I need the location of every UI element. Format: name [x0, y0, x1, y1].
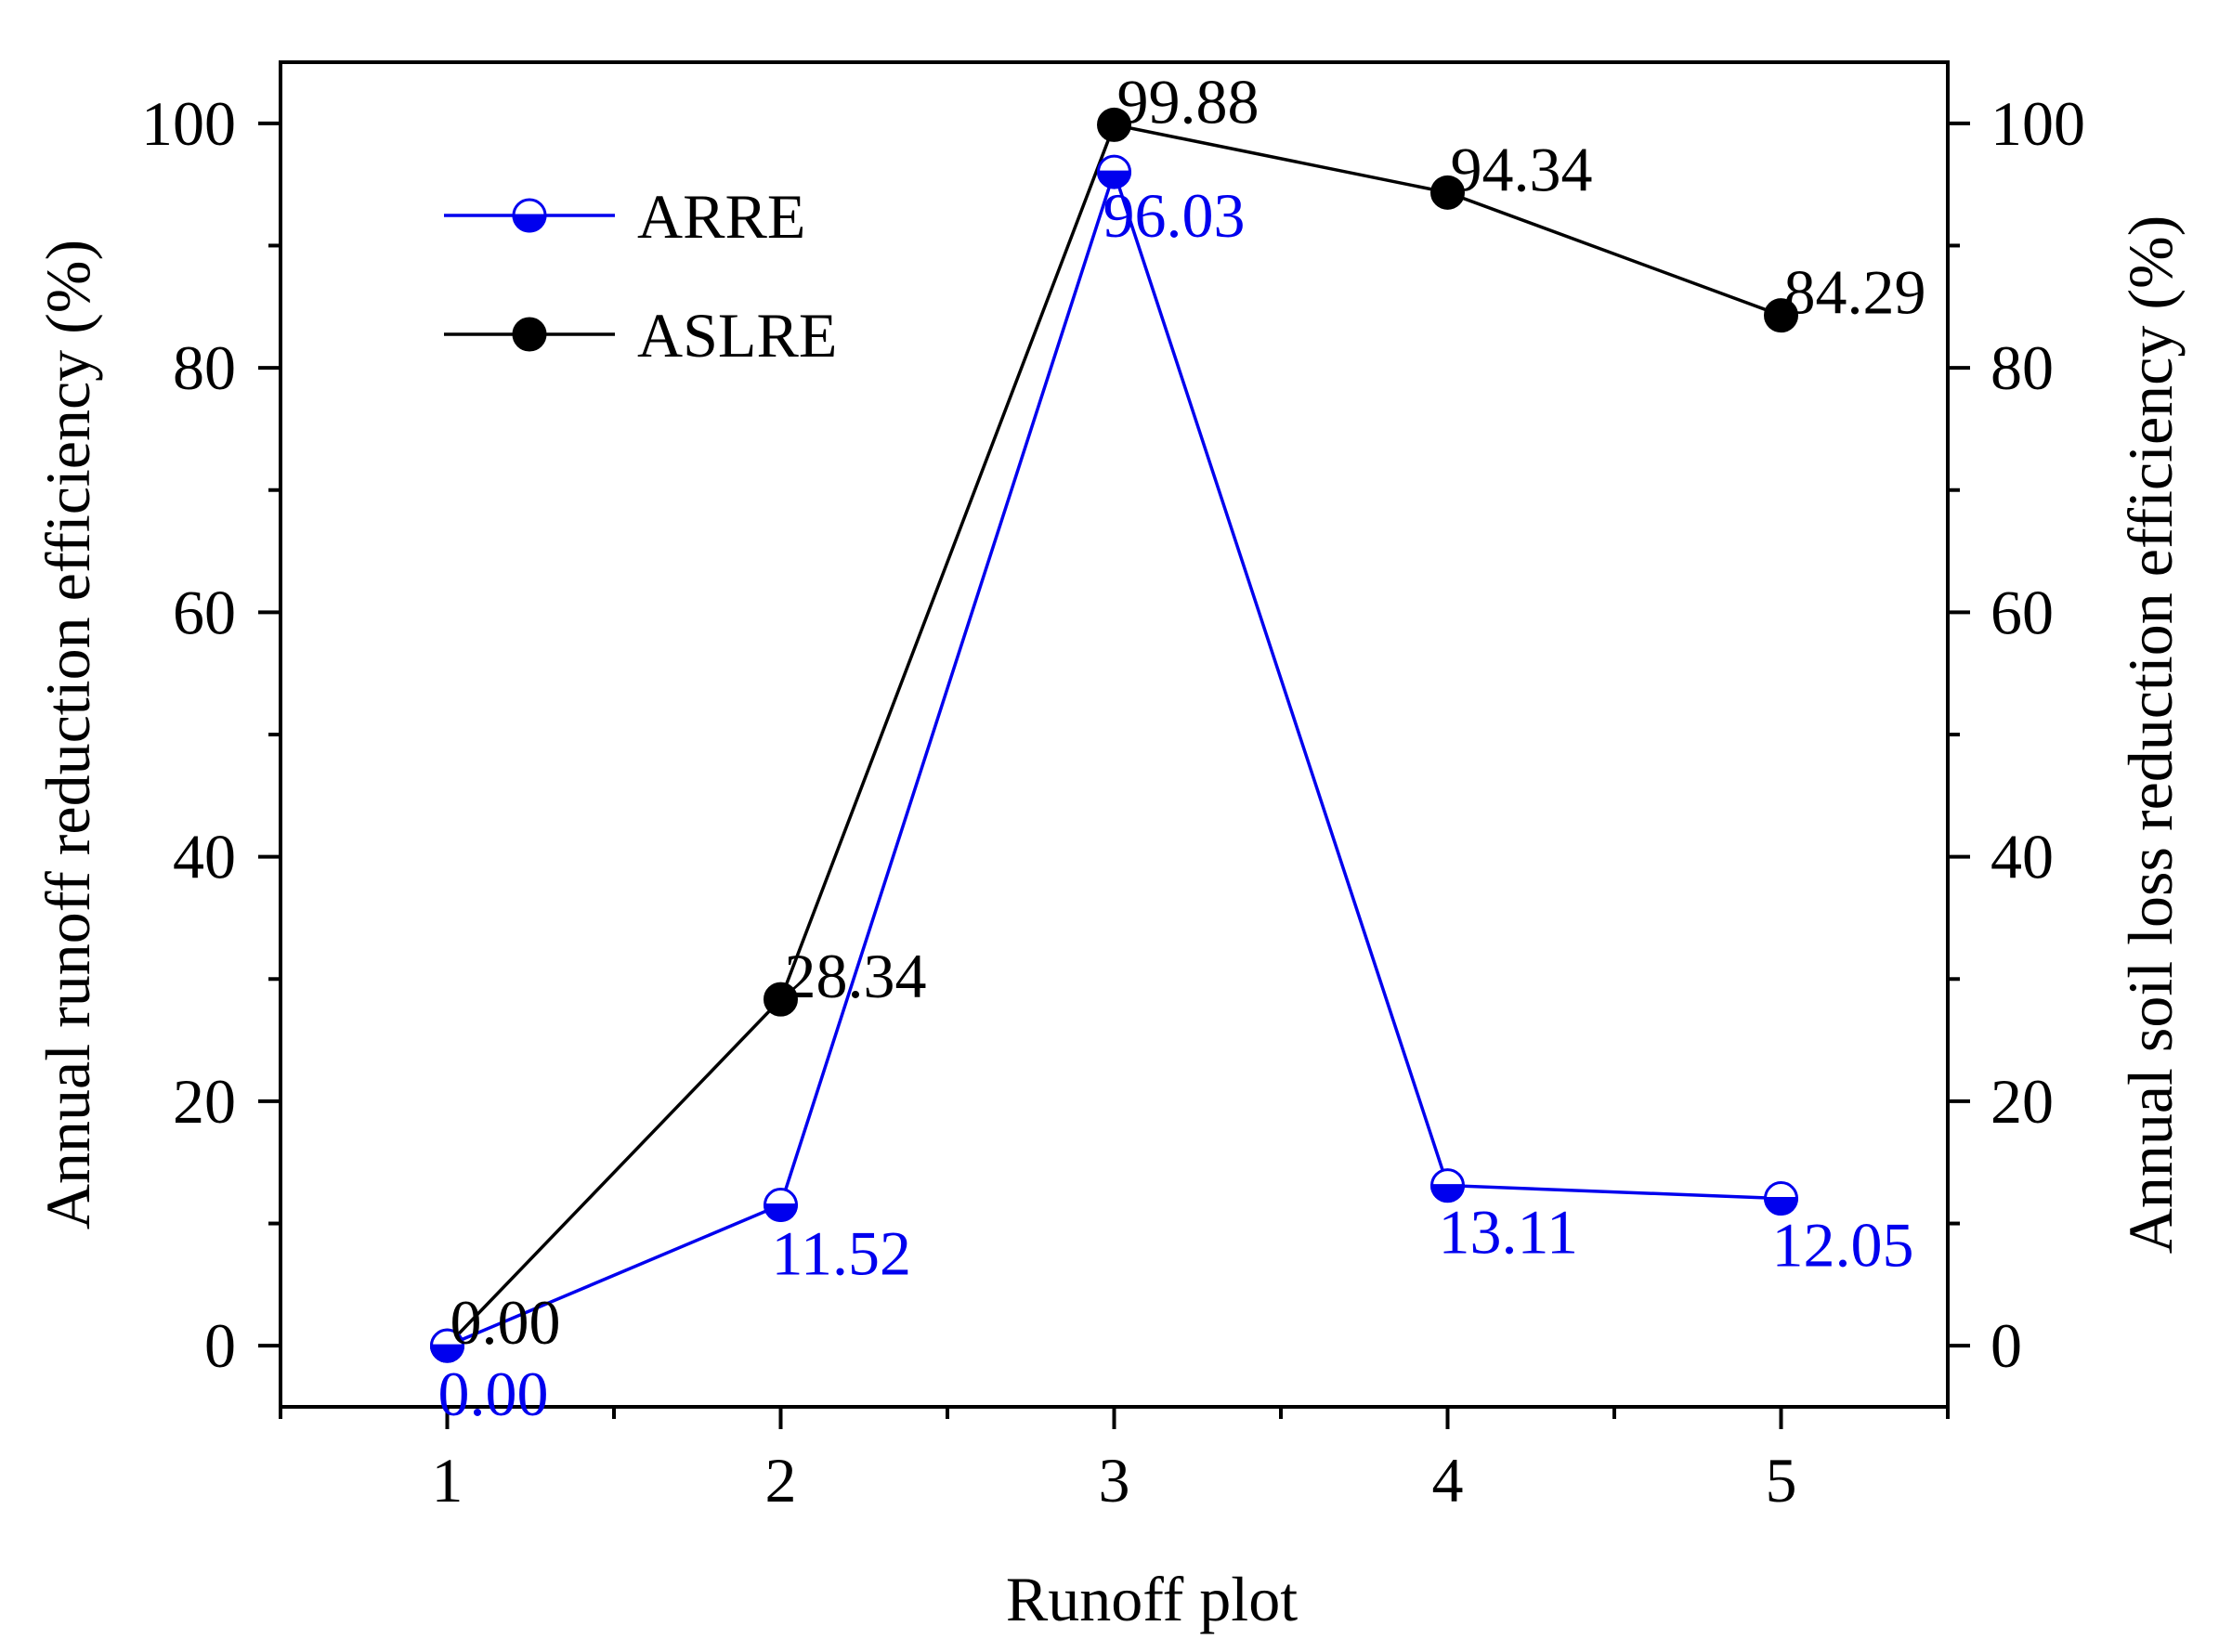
legend-arre-marker-fill [512, 214, 547, 233]
y-left-tick-label: 20 [173, 1066, 236, 1137]
aslre-data-label: 94.34 [1451, 134, 1593, 204]
y-right-tick-label: 0 [1991, 1310, 2022, 1381]
x-tick-label: 1 [432, 1445, 463, 1515]
aslre-marker [1764, 298, 1798, 333]
legend-aslre-marker [512, 317, 547, 352]
legend-aslre-label: ASLRE [637, 300, 837, 371]
arre-marker-fill [1763, 1197, 1799, 1216]
y-axis-right-ticks: 0 20 40 60 80 100 [1948, 88, 2085, 1381]
arre-data-label: 0.00 [438, 1359, 549, 1429]
y-axis-left-title: Annual runoff reduction efficiency (%) [33, 240, 103, 1229]
legend-arre-label: ARRE [637, 181, 805, 252]
aslre-data-label: 99.88 [1117, 66, 1260, 137]
y-left-tick-label: 100 [141, 88, 236, 159]
x-axis-title: Runoff plot [1006, 1564, 1298, 1634]
arre-data-label: 11.52 [772, 1218, 911, 1289]
arre-marker-fill [1096, 170, 1132, 189]
y-axis-left-ticks: 0 20 40 60 80 100 [141, 88, 281, 1381]
aslre-marker [1097, 107, 1131, 142]
arre-data-label: 13.11 [1439, 1197, 1578, 1268]
legend: ARRE ASLRE [444, 181, 837, 371]
aslre-marker [1430, 175, 1465, 210]
x-tick-label: 4 [1432, 1445, 1464, 1515]
aslre-marker [764, 982, 798, 1017]
y-left-tick-label: 0 [204, 1310, 236, 1381]
series-markers [429, 107, 1799, 1363]
arre-marker-fill [1429, 1184, 1466, 1203]
x-tick-label: 5 [1766, 1445, 1797, 1515]
series-data-labels: 0.00 28.34 99.88 94.34 84.29 0.00 11.52 96.03 13… [438, 66, 1926, 1429]
x-tick-label: 2 [765, 1445, 797, 1515]
arre-data-label: 96.03 [1103, 180, 1246, 251]
y-right-tick-label: 20 [1991, 1066, 2054, 1137]
y-left-tick-label: 60 [173, 577, 236, 647]
y-right-tick-label: 40 [1991, 822, 2054, 892]
arre-marker-fill [763, 1203, 799, 1223]
y-right-tick-label: 60 [1991, 577, 2054, 647]
y-right-tick-label: 80 [1991, 332, 2054, 403]
aslre-data-label: 28.34 [785, 941, 927, 1011]
y-axis-right-title: Annual soil loss reduction efficiency (%… [2115, 215, 2186, 1255]
y-left-tick-label: 80 [173, 332, 236, 403]
x-axis-ticks: 1 2 3 4 5 [279, 1407, 1950, 1515]
aslre-data-label: 84.29 [1784, 257, 1926, 328]
arre-marker-fill [429, 1344, 465, 1363]
y-right-tick-label: 100 [1991, 88, 2085, 159]
x-tick-label: 3 [1099, 1445, 1130, 1515]
y-left-tick-label: 40 [173, 822, 236, 892]
arre-data-label: 12.05 [1772, 1210, 1914, 1281]
aslre-data-label: 0.00 [450, 1287, 561, 1358]
plot-frame [279, 60, 1950, 1409]
